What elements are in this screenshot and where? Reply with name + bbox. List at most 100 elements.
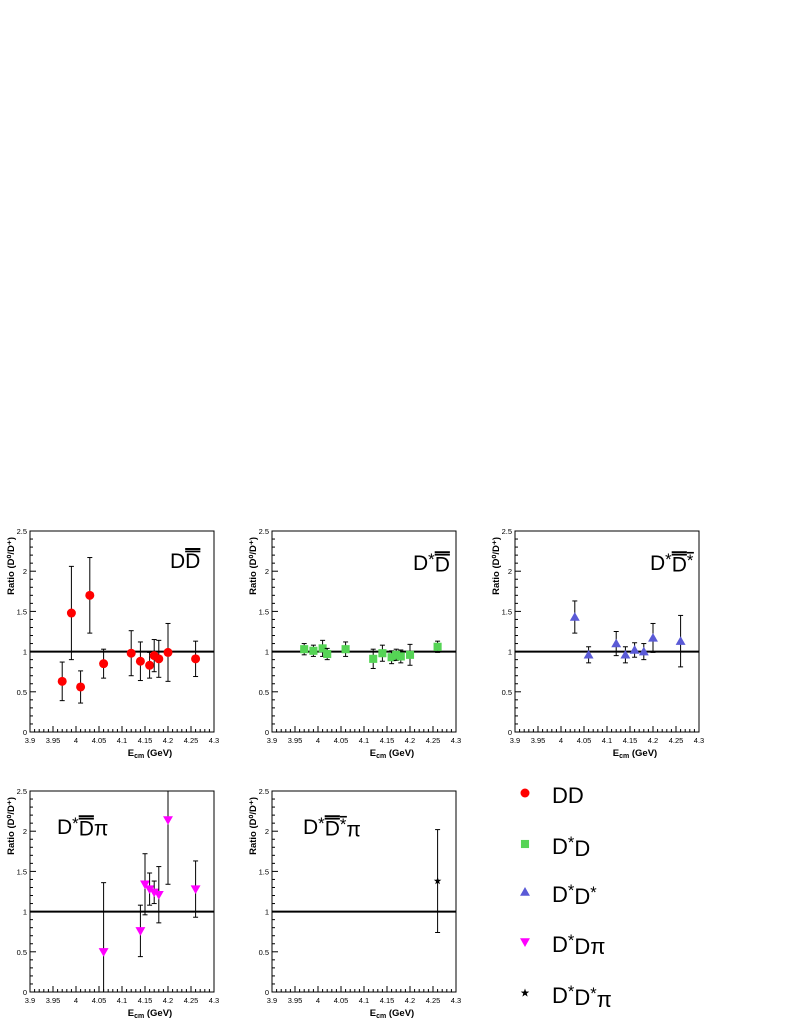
y-tick-label: 2 <box>23 827 27 836</box>
x-tick-label: 4.15 <box>138 996 153 1005</box>
data-point <box>638 646 649 656</box>
x-tick-label: 4.1 <box>117 736 127 745</box>
y-tick-label: 0.5 <box>17 948 27 957</box>
y-tick-label: 2.5 <box>17 787 27 796</box>
data-point <box>629 645 640 654</box>
x-tick-label: 4 <box>74 736 78 745</box>
y-tick-label: 1 <box>265 648 269 657</box>
y-tick-label: 2 <box>508 567 512 576</box>
data-point <box>135 656 145 666</box>
data-point <box>583 649 594 659</box>
y-axis-label: Ratio (D⁰/D⁺) <box>248 537 259 595</box>
data-point <box>190 885 201 895</box>
x-tick-label: 4 <box>316 736 320 745</box>
data-point <box>140 880 150 890</box>
data-point <box>163 647 173 657</box>
data-point <box>191 654 201 664</box>
x-tick-label: 4.1 <box>117 996 127 1005</box>
y-tick-label: 2 <box>265 567 269 576</box>
data-point <box>369 654 378 663</box>
x-tick-label: 4.2 <box>163 996 173 1005</box>
x-tick-label: 4.3 <box>209 996 219 1005</box>
data-point <box>126 648 136 658</box>
y-tick-label: 0 <box>23 988 27 997</box>
plot-panel: 3.9 3.95 4 4.05 4.1 4.15 4.2 4.25 4.3 0 0.5 1 1.5 2 2.… <box>248 787 461 1020</box>
y-tick-label: 1 <box>508 648 512 657</box>
x-tick-label: 3.9 <box>267 736 277 745</box>
y-tick-label: 1.5 <box>17 607 27 616</box>
data-point <box>341 645 350 654</box>
data-point <box>620 649 631 659</box>
plot-panel: 3.9 3.95 4 4.05 4.1 4.15 4.2 4.25 4.3 0 0.5 1 1.5 2 2.… <box>491 527 704 760</box>
legend-label: D*​D <box>552 834 590 861</box>
data-point <box>378 649 387 658</box>
data-point <box>99 659 109 669</box>
legend-label: D*​D*​π <box>552 983 612 1012</box>
y-tick-label: 1.5 <box>502 607 512 616</box>
y-axis-label: Ratio (D⁰/D⁺) <box>491 537 502 595</box>
x-tick-label: 4.3 <box>694 736 704 745</box>
x-tick-label: 4.1 <box>602 736 612 745</box>
panel-title: D*​D <box>413 550 450 576</box>
y-tick-label: 0 <box>265 988 269 997</box>
x-tick-label: 4.15 <box>380 736 395 745</box>
x-tick-label: 4.05 <box>92 736 107 745</box>
data-point <box>392 650 401 659</box>
data-point <box>323 649 332 659</box>
x-tick-label: 3.9 <box>25 996 35 1005</box>
data-point <box>648 632 658 642</box>
x-tick-label: 4.05 <box>92 996 107 1005</box>
y-tick-label: 1.5 <box>259 607 269 616</box>
data-point <box>85 590 95 600</box>
x-tick-label: 3.9 <box>267 996 277 1005</box>
y-tick-label: 1.5 <box>17 867 27 876</box>
data-point <box>144 885 155 895</box>
data-point <box>57 676 67 686</box>
data-point <box>300 645 309 654</box>
panel-title: DD <box>170 550 200 573</box>
legend-label: DD <box>552 783 584 808</box>
x-tick-label: 4.25 <box>426 996 441 1005</box>
x-tick-label: 4.3 <box>451 736 461 745</box>
x-tick-label: 4.15 <box>138 736 153 745</box>
plot-panel: 3.9 3.95 4 4.05 4.1 4.15 4.2 4.25 4.3 0 0.5 1 1.5 2 2.… <box>6 527 219 760</box>
panel-title: D*​Dπ <box>57 814 108 840</box>
x-tick-label: 4.2 <box>648 736 658 745</box>
x-tick-label: 4.1 <box>359 996 369 1005</box>
x-tick-label: 4 <box>316 996 320 1005</box>
y-tick-label: 1 <box>265 908 269 917</box>
data-point <box>135 927 146 936</box>
x-tick-label: 4.2 <box>163 736 173 745</box>
y-axis-label: Ratio (D⁰/D⁺) <box>248 797 259 855</box>
x-axis-label: Ecm (GeV) <box>370 748 414 760</box>
x-tick-label: 4.3 <box>451 996 461 1005</box>
y-tick-label: 2.5 <box>17 527 27 536</box>
x-tick-label: 4.25 <box>669 736 684 745</box>
plot-panel: 3.9 3.95 4 4.05 4.1 4.15 4.2 4.25 4.3 0 0.5 1 1.5 2 2.… <box>6 787 219 1020</box>
legend-marker <box>520 887 530 896</box>
y-axis-label: Ratio (D⁰/D⁺) <box>6 537 17 595</box>
x-tick-label: 3.9 <box>25 736 35 745</box>
y-tick-label: 0 <box>508 728 512 737</box>
y-tick-label: 0.5 <box>17 688 27 697</box>
y-tick-label: 2 <box>265 827 269 836</box>
y-tick-label: 2.5 <box>259 787 269 796</box>
x-tick-label: 3.95 <box>531 736 546 745</box>
x-axis-label: Ecm (GeV) <box>128 748 172 760</box>
data-point <box>149 888 160 898</box>
data-point <box>433 642 442 651</box>
legend-marker <box>520 938 530 947</box>
data-point <box>433 877 442 885</box>
x-tick-label: 4.15 <box>623 736 638 745</box>
x-tick-label: 4.25 <box>184 736 199 745</box>
x-tick-label: 3.9 <box>510 736 520 745</box>
data-point <box>318 644 327 653</box>
x-tick-label: 4.3 <box>209 736 219 745</box>
x-tick-label: 4.15 <box>380 996 395 1005</box>
data-point <box>405 650 415 659</box>
y-tick-label: 1 <box>23 908 27 917</box>
panel-title: D*​D*​ <box>650 550 694 576</box>
x-tick-label: 4.05 <box>334 736 349 745</box>
y-axis-label: Ratio (D⁰/D⁺) <box>6 797 17 855</box>
x-tick-label: 4.2 <box>405 996 415 1005</box>
